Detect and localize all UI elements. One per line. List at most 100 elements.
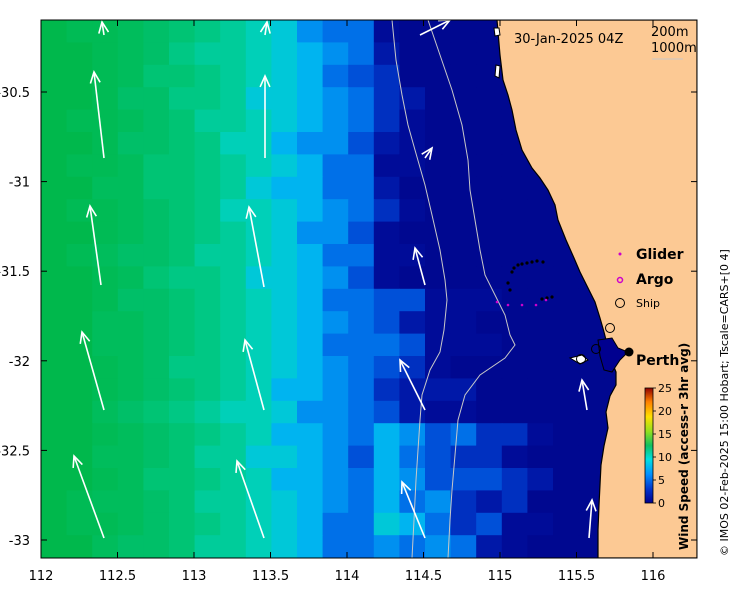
field-cell	[143, 535, 170, 558]
field-cell	[399, 490, 426, 514]
field-cell	[348, 244, 375, 267]
ship-marker	[591, 344, 601, 354]
field-cell	[271, 42, 298, 66]
wind-arrow	[89, 70, 105, 159]
field-cell	[450, 356, 477, 379]
field-cell	[143, 20, 170, 43]
field-cell	[322, 20, 349, 43]
field-cell	[297, 356, 324, 379]
field-cell	[117, 356, 144, 379]
field-cell	[194, 512, 221, 536]
field-cell	[66, 468, 93, 491]
field-cell	[143, 266, 170, 290]
field-cell	[297, 378, 324, 402]
wind-arrow	[235, 459, 265, 539]
field-cell	[41, 423, 68, 447]
field-cell	[220, 64, 247, 88]
glider-position	[506, 303, 510, 307]
field-cell	[373, 468, 400, 491]
wind-arrow	[412, 246, 426, 286]
isobath-200m	[427, 20, 516, 558]
field-cell	[117, 199, 144, 223]
field-cell	[41, 132, 68, 155]
field-cell	[425, 356, 452, 379]
glider-position	[520, 303, 524, 307]
field-cell	[194, 468, 221, 491]
field-cell	[578, 423, 605, 447]
field-cell	[117, 20, 144, 43]
field-cell	[143, 468, 170, 491]
field-cell	[348, 87, 375, 111]
field-cell	[92, 311, 119, 335]
field-cell	[425, 333, 452, 357]
field-cell	[527, 557, 554, 558]
field-cell	[425, 423, 452, 447]
field-cell	[245, 109, 272, 133]
field-cell	[501, 356, 528, 379]
field-cell	[425, 266, 452, 290]
field-cell	[450, 311, 477, 335]
field-cell	[450, 199, 477, 223]
field-cell	[450, 400, 477, 424]
field-cell	[527, 512, 554, 536]
field-cell	[271, 154, 298, 178]
field-cell	[450, 490, 477, 514]
field-cell	[527, 333, 554, 357]
field-cell	[66, 109, 93, 133]
field-cell	[450, 557, 477, 558]
field-cell	[450, 20, 477, 43]
field-cell	[553, 378, 580, 402]
field-cell	[220, 333, 247, 357]
field-cell	[476, 490, 503, 514]
field-cell	[194, 64, 221, 88]
field-cell	[143, 557, 170, 558]
field-cell	[348, 20, 375, 43]
field-cell	[220, 244, 247, 267]
field-cell	[450, 423, 477, 447]
field-cell	[92, 199, 119, 223]
field-cell	[92, 266, 119, 290]
field-cell	[476, 288, 503, 312]
field-cell	[117, 42, 144, 66]
x-tick-label: 112	[29, 569, 54, 584]
bathymetry-contours	[391, 20, 516, 558]
field-cell	[271, 244, 298, 267]
field-cell	[348, 64, 375, 88]
field-cell	[501, 288, 528, 312]
field-cell	[66, 423, 93, 447]
field-cell	[322, 400, 349, 424]
field-cell	[271, 468, 298, 491]
field-cell	[41, 333, 68, 357]
field-cell	[169, 266, 196, 290]
field-cell	[450, 154, 477, 178]
wind-arrow	[85, 204, 102, 286]
field-cell	[450, 378, 477, 402]
field-cell	[450, 445, 477, 469]
field-cell	[501, 423, 528, 447]
field-cell	[271, 423, 298, 447]
field-cell	[220, 176, 247, 200]
field-cell	[373, 333, 400, 357]
colorbar: 25 20 15 10 5 0 Wind Speed (access-r 3hr avg)	[644, 343, 691, 550]
field-cell	[117, 535, 144, 558]
field-cell	[425, 109, 452, 133]
field-cell	[322, 221, 349, 245]
field-cell	[348, 333, 375, 357]
field-cell	[66, 64, 93, 88]
field-cell	[373, 176, 400, 200]
colorbar-title: Wind Speed (access-r 3hr avg)	[677, 343, 691, 550]
field-cell	[399, 445, 426, 469]
field-cell	[245, 356, 272, 379]
field-cell	[66, 42, 93, 66]
field-cell	[194, 288, 221, 312]
field-cell	[297, 400, 324, 424]
x-tick-label: 116	[641, 569, 666, 584]
field-cell	[322, 445, 349, 469]
y-tick-label: -32.5	[0, 444, 30, 459]
ship-marker	[605, 323, 615, 333]
field-cell	[425, 378, 452, 402]
field-cell	[220, 199, 247, 223]
field-cell	[271, 535, 298, 558]
field-cell	[117, 378, 144, 402]
field-cell	[66, 400, 93, 424]
